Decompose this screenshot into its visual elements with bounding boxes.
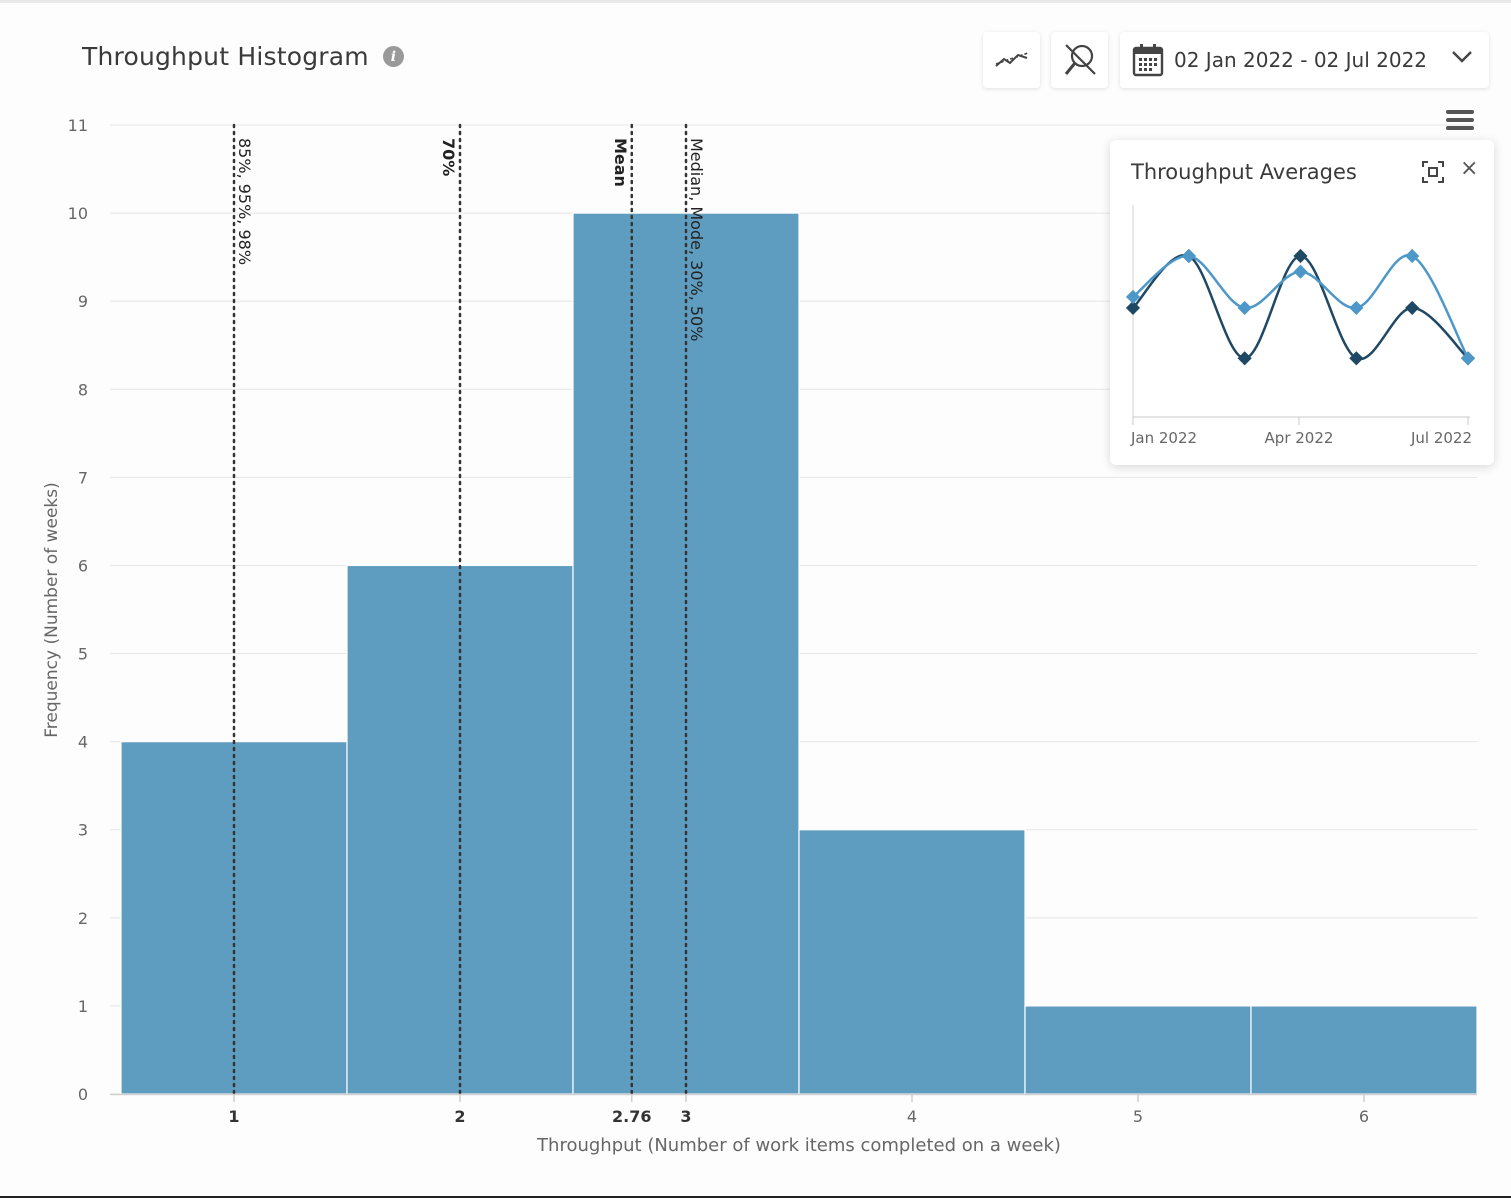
trend-line-icon bbox=[994, 52, 1028, 67]
hamburger-menu-icon bbox=[1446, 110, 1474, 114]
x-tick-label: 6 bbox=[1359, 1107, 1369, 1126]
x-tick-label: 1 bbox=[228, 1107, 239, 1126]
date-range-text: 02 Jan 2022 - 02 Jul 2022 bbox=[1174, 48, 1428, 72]
top-border bbox=[0, 0, 1511, 3]
x-axis-label: Throughput (Number of work items complet… bbox=[536, 1135, 1061, 1156]
y-tick-label: 7 bbox=[78, 468, 88, 487]
y-axis-label: Frequency (Number of weeks) bbox=[42, 482, 62, 738]
x-tick-label: 2.76 bbox=[612, 1107, 651, 1126]
page-title: Throughput Histogram bbox=[82, 42, 369, 71]
info-icon[interactable]: i bbox=[382, 46, 404, 67]
zoom-off-icon bbox=[1064, 44, 1096, 75]
chart-header: Throughput Histogram i bbox=[82, 42, 404, 71]
mini-x-tick-label: Jan 2022 bbox=[1130, 429, 1197, 447]
y-tick-label: 10 bbox=[68, 204, 88, 223]
y-tick-label: 6 bbox=[78, 556, 88, 575]
chart-menu-button[interactable] bbox=[1446, 110, 1474, 134]
calendar-icon bbox=[1132, 43, 1164, 77]
y-tick-label: 1 bbox=[78, 997, 88, 1016]
x-tick-label: 3 bbox=[680, 1107, 691, 1126]
mini-series-point bbox=[1237, 351, 1252, 366]
marker-label: Median, Mode, 30%, 50% bbox=[687, 138, 706, 341]
y-tick-label: 5 bbox=[78, 645, 88, 664]
y-tick-label: 3 bbox=[78, 821, 88, 840]
popup-title: Throughput Averages bbox=[1131, 160, 1357, 184]
mini-series-point bbox=[1460, 351, 1476, 366]
mini-series-point bbox=[1125, 289, 1141, 304]
marker-label: Mean bbox=[611, 138, 630, 187]
x-tick-label: 2 bbox=[454, 1107, 465, 1126]
mini-series-point bbox=[1405, 300, 1420, 315]
close-popup-button[interactable]: × bbox=[1460, 156, 1479, 181]
x-tick-label: 5 bbox=[1133, 1107, 1143, 1126]
y-tick-label: 0 bbox=[78, 1085, 88, 1104]
mini-series-point bbox=[1237, 300, 1252, 315]
y-tick-label: 4 bbox=[78, 733, 88, 752]
expand-icon[interactable] bbox=[1422, 161, 1444, 183]
mini-series-point bbox=[1349, 300, 1364, 315]
y-tick-label: 11 bbox=[68, 116, 88, 135]
chevron-down-icon bbox=[1451, 50, 1473, 64]
y-tick-label: 9 bbox=[78, 292, 88, 311]
mini-series-point bbox=[1293, 264, 1308, 279]
marker-label: 85%, 95%, 98% bbox=[235, 138, 254, 265]
histogram-bar[interactable] bbox=[1250, 1005, 1478, 1095]
y-tick-label: 2 bbox=[78, 909, 88, 928]
mini-x-tick-label: Apr 2022 bbox=[1265, 429, 1334, 447]
mini-series-point bbox=[1293, 248, 1308, 264]
zoom-off-button[interactable] bbox=[1051, 32, 1108, 88]
mini-x-tick-label: Jul 2022 bbox=[1410, 429, 1472, 447]
histogram-bar[interactable] bbox=[1024, 1005, 1252, 1095]
throughput-averages-popup: Jan 2022 Apr 2022 Jul 2022 Throughput Aver… bbox=[1110, 140, 1494, 465]
trend-line-button[interactable] bbox=[983, 32, 1040, 88]
marker-label: 70% bbox=[439, 138, 458, 176]
date-range-picker[interactable]: 02 Jan 2022 - 02 Jul 2022 bbox=[1120, 32, 1489, 88]
mini-series-point bbox=[1125, 300, 1141, 315]
averages-line-chart: Jan 2022 Apr 2022 Jul 2022 bbox=[1125, 205, 1476, 447]
bottom-border bbox=[0, 1196, 1511, 1198]
x-tick-label: 4 bbox=[907, 1107, 917, 1126]
y-tick-label: 8 bbox=[78, 380, 88, 399]
histogram-bar[interactable] bbox=[798, 829, 1026, 1095]
